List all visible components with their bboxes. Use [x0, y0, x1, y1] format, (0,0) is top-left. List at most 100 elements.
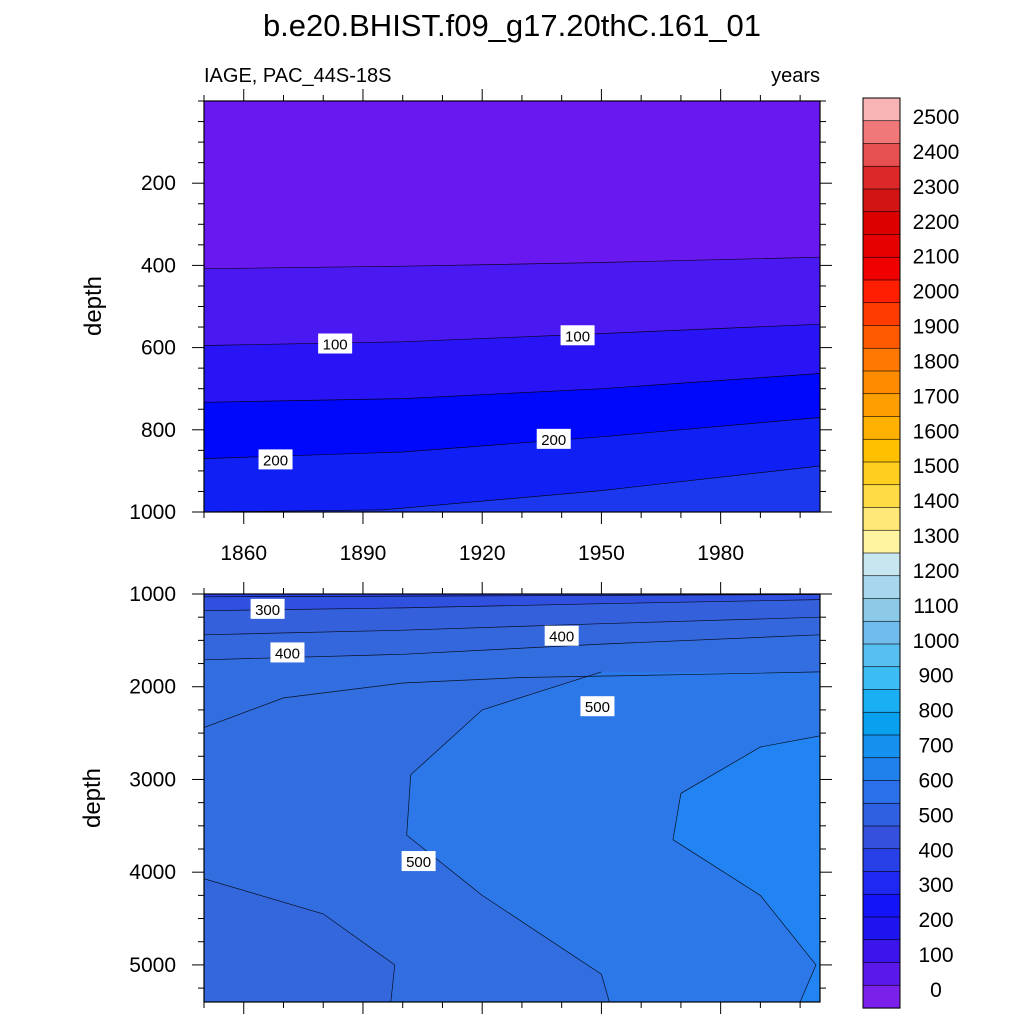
colorbar-label: 900 [918, 665, 953, 688]
colorbar-swatch [862, 120, 901, 145]
contour-label: 400 [270, 642, 305, 663]
y-tick-label: 1000 [129, 501, 176, 524]
colorbar-label: 2200 [913, 211, 960, 234]
x-tick-label: 1920 [459, 542, 506, 565]
y-tick-label: 200 [141, 172, 176, 195]
colorbar-swatch [862, 689, 901, 713]
y-tick-label: 3000 [129, 768, 176, 791]
contour-label: 200 [536, 428, 571, 449]
contour-band [673, 735, 820, 1002]
colorbar-label: 400 [918, 839, 953, 862]
colorbar: 2500240023002200210020001900180017001600… [862, 97, 960, 1009]
contour-label-text: 100 [323, 336, 348, 353]
colorbar-swatch [862, 825, 901, 850]
colorbar-label: 1800 [913, 350, 960, 373]
y-tick-label: 400 [141, 254, 176, 277]
colorbar-label: 2100 [913, 246, 960, 269]
x-tick-label: 1980 [697, 542, 744, 565]
y-tick-label: 5000 [129, 954, 176, 977]
colorbar-swatch [862, 939, 901, 964]
contour-label: 400 [544, 625, 579, 646]
contour-label: 100 [560, 325, 595, 346]
colorbar-label: 0 [930, 979, 942, 1002]
colorbar-label: 700 [918, 735, 953, 758]
contour-band [204, 594, 820, 611]
contour-line [204, 594, 820, 598]
colorbar-swatch [862, 484, 901, 509]
colorbar-label: 1600 [913, 420, 960, 443]
colorbar-swatch [862, 643, 901, 668]
upper-panel: 100 100 200 200 1860 1890 1920 1950 1980 200 400 60… [129, 89, 832, 565]
contour-label-text: 400 [275, 645, 300, 662]
colorbar-label: 300 [918, 874, 953, 897]
contour-label: 500 [580, 696, 615, 717]
colorbar-swatch [862, 393, 901, 418]
colorbar-swatch [862, 984, 901, 1009]
contour-label: 200 [258, 449, 293, 470]
colorbar-swatch [862, 620, 901, 645]
colorbar-label: 200 [918, 909, 953, 932]
colorbar-label: 600 [918, 769, 953, 792]
colorbar-swatch [862, 302, 901, 327]
x-tick-label: 1860 [220, 542, 267, 565]
colorbar-label: 2300 [913, 176, 960, 199]
y-tick-label: 800 [141, 419, 176, 442]
contour-label-text: 400 [549, 629, 574, 646]
colorbar-swatch [862, 347, 901, 372]
contour-label: 300 [250, 598, 285, 619]
colorbar-label: 2400 [913, 141, 960, 164]
contour-label-text: 500 [406, 854, 431, 871]
contour-line [204, 256, 820, 270]
subtitle-left: IAGE, PAC_44S-18S [204, 65, 392, 87]
colorbar-swatch [862, 188, 901, 213]
colorbar-swatch [862, 848, 901, 873]
lower-panel: 300 400 400 500 500 1000 2000 3000 4000 5000 [129, 582, 832, 1014]
contour-line [204, 323, 820, 346]
contour-label-text: 300 [255, 602, 280, 619]
colorbar-label: 500 [918, 804, 953, 827]
x-tick-label: 1950 [578, 542, 625, 565]
colorbar-swatch [862, 666, 901, 691]
y-axis-label-upper: depth [80, 276, 107, 336]
colorbar-label: 1500 [913, 455, 960, 478]
colorbar-swatch [862, 893, 901, 918]
subtitle-right: years [771, 65, 820, 87]
y-tick-label: 2000 [129, 676, 176, 699]
colorbar-swatch [862, 416, 901, 440]
contour-band [406, 671, 820, 1002]
colorbar-swatch [862, 575, 901, 600]
contour-line [204, 671, 820, 728]
contour-label-text: 200 [541, 432, 566, 449]
colorbar-swatch [862, 598, 901, 622]
colorbar-label: 1200 [913, 560, 960, 583]
colorbar-swatch [862, 97, 901, 122]
colorbar-swatch [862, 711, 901, 736]
plot-frame [203, 593, 821, 1003]
colorbar-swatch [862, 370, 901, 395]
contour-label: 500 [401, 851, 436, 872]
contour-label-text: 500 [585, 699, 610, 716]
colorbar-swatch [862, 165, 901, 190]
chart-title: b.e20.BHIST.f09_g17.20thC.161_01 [263, 8, 761, 43]
contour-label-text: 100 [565, 328, 590, 345]
colorbar-label: 1000 [913, 630, 960, 653]
colorbar-swatch [862, 279, 901, 304]
y-tick-label: 1000 [129, 583, 176, 606]
y-tick-label: 4000 [129, 861, 176, 884]
colorbar-label: 2000 [913, 281, 960, 304]
contour-line [672, 735, 820, 1002]
colorbar-swatch [862, 438, 901, 463]
contour-line [204, 373, 820, 403]
contour-line [204, 465, 820, 512]
contour-line [406, 671, 610, 1002]
contour-line [204, 417, 820, 459]
colorbar-label: 1900 [913, 316, 960, 339]
contour-band [204, 466, 820, 512]
colorbar-label: 1300 [913, 525, 960, 548]
y-tick-label: 600 [141, 337, 176, 360]
contour-label: 100 [318, 333, 353, 354]
colorbar-swatch [862, 211, 901, 236]
colorbar-label: 2500 [913, 106, 960, 129]
colorbar-swatch [862, 143, 901, 167]
